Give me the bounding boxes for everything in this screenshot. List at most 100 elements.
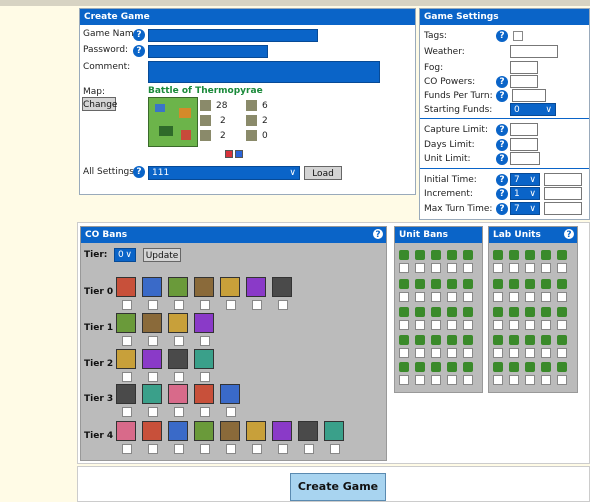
- help-icon[interactable]: ?: [496, 188, 508, 200]
- co-ban-checkbox[interactable]: [174, 444, 184, 454]
- help-icon[interactable]: ?: [496, 203, 508, 215]
- co-ban-checkbox[interactable]: [200, 336, 210, 346]
- unit-checkbox[interactable]: [447, 263, 457, 273]
- unit-checkbox[interactable]: [463, 263, 473, 273]
- tier-select[interactable]: 0 ∨: [114, 248, 136, 262]
- unit-checkbox[interactable]: [525, 320, 535, 330]
- co-ban-checkbox[interactable]: [252, 300, 262, 310]
- co-ban-checkbox[interactable]: [226, 300, 236, 310]
- unit-checkbox[interactable]: [415, 263, 425, 273]
- unit-checkbox[interactable]: [431, 375, 441, 385]
- starting-funds-select[interactable]: 0 ∨: [510, 103, 556, 116]
- co-ban-checkbox[interactable]: [122, 372, 132, 382]
- unit-checkbox[interactable]: [525, 292, 535, 302]
- unit-checkbox[interactable]: [463, 292, 473, 302]
- help-icon[interactable]: ?: [133, 29, 145, 41]
- co-ban-checkbox[interactable]: [174, 407, 184, 417]
- co-powers-select[interactable]: [510, 75, 538, 88]
- fog-select[interactable]: [510, 61, 538, 74]
- co-ban-checkbox[interactable]: [200, 444, 210, 454]
- co-ban-checkbox[interactable]: [148, 336, 158, 346]
- password-input[interactable]: [148, 45, 268, 58]
- help-icon[interactable]: ?: [563, 228, 575, 240]
- tags-checkbox[interactable]: [513, 31, 523, 41]
- unit-checkbox[interactable]: [415, 348, 425, 358]
- load-button[interactable]: Load: [304, 166, 342, 180]
- unit-limit-input[interactable]: [510, 152, 540, 165]
- co-ban-checkbox[interactable]: [200, 300, 210, 310]
- help-icon[interactable]: ?: [372, 228, 384, 240]
- help-icon[interactable]: ?: [496, 139, 508, 151]
- unit-checkbox[interactable]: [431, 263, 441, 273]
- unit-checkbox[interactable]: [509, 263, 519, 273]
- unit-checkbox[interactable]: [463, 375, 473, 385]
- unit-checkbox[interactable]: [431, 320, 441, 330]
- unit-checkbox[interactable]: [541, 292, 551, 302]
- unit-checkbox[interactable]: [541, 375, 551, 385]
- help-icon[interactable]: ?: [496, 76, 508, 88]
- co-ban-checkbox[interactable]: [122, 300, 132, 310]
- help-icon[interactable]: ?: [496, 153, 508, 165]
- co-ban-checkbox[interactable]: [122, 336, 132, 346]
- unit-checkbox[interactable]: [399, 375, 409, 385]
- help-icon[interactable]: ?: [496, 174, 508, 186]
- co-ban-checkbox[interactable]: [148, 444, 158, 454]
- unit-checkbox[interactable]: [447, 320, 457, 330]
- initial-time-select[interactable]: 7 ∨: [510, 173, 540, 186]
- all-settings-select[interactable]: 111 ∨: [148, 166, 300, 180]
- red-army-icon[interactable]: [225, 150, 233, 158]
- weather-select[interactable]: [510, 45, 558, 58]
- co-ban-checkbox[interactable]: [278, 300, 288, 310]
- unit-checkbox[interactable]: [493, 263, 503, 273]
- create-game-button[interactable]: Create Game: [290, 473, 386, 501]
- co-ban-checkbox[interactable]: [122, 444, 132, 454]
- co-ban-checkbox[interactable]: [278, 444, 288, 454]
- unit-checkbox[interactable]: [541, 320, 551, 330]
- co-ban-checkbox[interactable]: [174, 300, 184, 310]
- unit-checkbox[interactable]: [493, 292, 503, 302]
- blue-army-icon[interactable]: [235, 150, 243, 158]
- unit-checkbox[interactable]: [399, 320, 409, 330]
- increment-select[interactable]: 1 ∨: [510, 187, 540, 200]
- unit-checkbox[interactable]: [557, 320, 567, 330]
- unit-checkbox[interactable]: [493, 320, 503, 330]
- co-ban-checkbox[interactable]: [226, 444, 236, 454]
- co-ban-checkbox[interactable]: [148, 372, 158, 382]
- co-ban-checkbox[interactable]: [200, 407, 210, 417]
- help-icon[interactable]: ?: [496, 90, 508, 102]
- unit-checkbox[interactable]: [415, 320, 425, 330]
- unit-checkbox[interactable]: [447, 375, 457, 385]
- unit-checkbox[interactable]: [525, 348, 535, 358]
- unit-checkbox[interactable]: [557, 375, 567, 385]
- update-button[interactable]: Update: [143, 248, 181, 262]
- help-icon[interactable]: ?: [496, 124, 508, 136]
- initial-time-input[interactable]: [544, 173, 582, 186]
- map-name[interactable]: Battle of Thermopyrae: [148, 86, 263, 96]
- co-ban-checkbox[interactable]: [200, 372, 210, 382]
- unit-checkbox[interactable]: [399, 263, 409, 273]
- co-ban-checkbox[interactable]: [304, 444, 314, 454]
- co-ban-checkbox[interactable]: [122, 407, 132, 417]
- co-ban-checkbox[interactable]: [148, 300, 158, 310]
- help-icon[interactable]: ?: [133, 166, 145, 178]
- unit-checkbox[interactable]: [463, 320, 473, 330]
- unit-checkbox[interactable]: [493, 348, 503, 358]
- unit-checkbox[interactable]: [399, 348, 409, 358]
- unit-checkbox[interactable]: [415, 375, 425, 385]
- unit-checkbox[interactable]: [541, 263, 551, 273]
- unit-checkbox[interactable]: [525, 263, 535, 273]
- increment-input[interactable]: [544, 187, 582, 200]
- unit-checkbox[interactable]: [509, 348, 519, 358]
- max-turn-time-input[interactable]: [544, 202, 582, 215]
- help-icon[interactable]: ?: [496, 30, 508, 42]
- unit-checkbox[interactable]: [431, 292, 441, 302]
- unit-checkbox[interactable]: [509, 375, 519, 385]
- days-limit-input[interactable]: [510, 138, 538, 151]
- map-thumbnail[interactable]: [148, 97, 198, 147]
- unit-checkbox[interactable]: [525, 375, 535, 385]
- help-icon[interactable]: ?: [133, 45, 145, 57]
- funds-per-turn-select[interactable]: [512, 89, 546, 102]
- co-ban-checkbox[interactable]: [174, 336, 184, 346]
- unit-checkbox[interactable]: [399, 292, 409, 302]
- unit-checkbox[interactable]: [447, 292, 457, 302]
